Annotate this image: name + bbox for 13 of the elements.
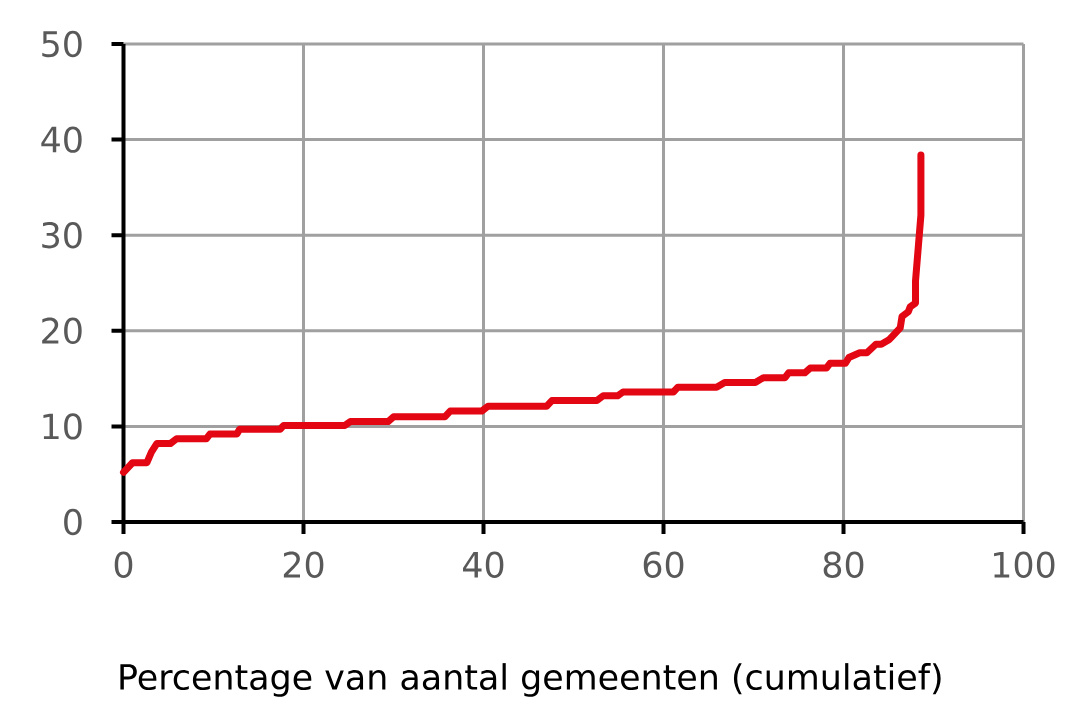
x-axis-title: Percentage van aantal gemeenten (cumulatief) (120, 663, 941, 697)
y-tick-label: 40 (41, 126, 82, 153)
x-tick-label: 0 (114, 551, 133, 578)
y-tick-label: 0 (64, 508, 82, 536)
x-tick-label: 20 (283, 551, 324, 578)
y-tick-label: 10 (43, 413, 82, 440)
y-tick-label: 50 (42, 30, 82, 58)
x-tick-label: 60 (643, 551, 684, 578)
y-tick-label: 20 (42, 317, 82, 344)
x-tick-label: 100 (994, 551, 1055, 578)
x-tick-label: 40 (463, 551, 504, 578)
x-tick-label: 80 (823, 551, 864, 578)
y-tick-label: 30 (42, 222, 82, 249)
